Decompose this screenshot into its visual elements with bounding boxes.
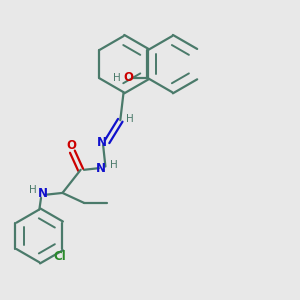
Text: H: H — [29, 184, 37, 195]
Text: N: N — [38, 188, 48, 200]
Text: O: O — [67, 139, 77, 152]
Text: O: O — [123, 71, 133, 84]
Text: N: N — [97, 136, 107, 149]
Text: H: H — [126, 114, 134, 124]
Text: H: H — [110, 160, 118, 170]
Text: N: N — [95, 162, 106, 175]
Text: Cl: Cl — [53, 250, 66, 263]
Text: H: H — [113, 73, 121, 83]
